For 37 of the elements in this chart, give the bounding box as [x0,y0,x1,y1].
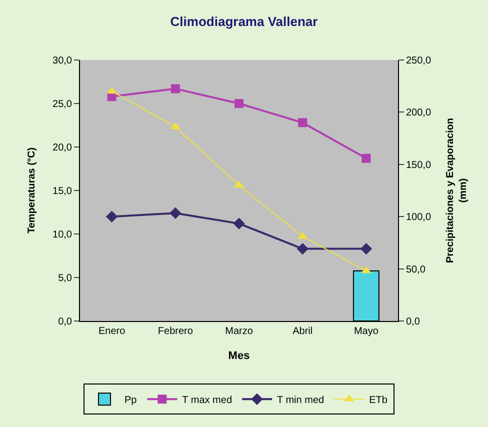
y-axis-title: Temperaturas (°C) [26,147,38,234]
chart-title: Climodiagrama Vallenar [170,14,318,30]
point [361,266,372,274]
x-tick-label: Febrero [158,326,194,337]
point [106,86,117,94]
legend-label: T min med [277,395,324,406]
x-axis-title: Mes [228,350,250,362]
x-tick-label: Mayo [354,326,379,337]
y-tick-label: 0,0 [58,316,72,328]
y2-tick-label: 50,0 [406,264,426,276]
y2-tick-label: 200,0 [406,108,432,119]
legend-label: T max med [182,395,232,406]
point [298,118,308,128]
y-tick-label: 5,0 [58,273,72,284]
point [296,242,308,255]
y2-tick-label: 100,0 [406,212,432,224]
point [170,207,182,219]
point [362,154,371,163]
point [360,242,372,255]
y2-tick-label: 0,0 [406,316,420,328]
y-tick-label: 25,0 [52,99,72,110]
y-tick-label: 30,0 [52,56,72,66]
y2-tick-label: 250,0 [406,56,432,66]
point [234,99,244,108]
legend-label: ETb [369,395,388,406]
point [233,218,245,230]
x-tick-label: Enero [98,326,126,337]
point [106,210,118,222]
x-tick-label: Abril [292,326,313,337]
y2-axis-title: Precipitaciones y Evaporacion (mm) [444,118,469,264]
y2-tick-label: 150,0 [406,160,432,171]
y-tick-label: 15,0 [52,186,72,197]
y-tick-label: 20,0 [52,142,72,154]
y-tick-label: 10,0 [52,230,72,240]
point [170,84,180,94]
x-tick-label: Marzo [225,326,254,337]
legend-label: Pp [124,395,138,406]
